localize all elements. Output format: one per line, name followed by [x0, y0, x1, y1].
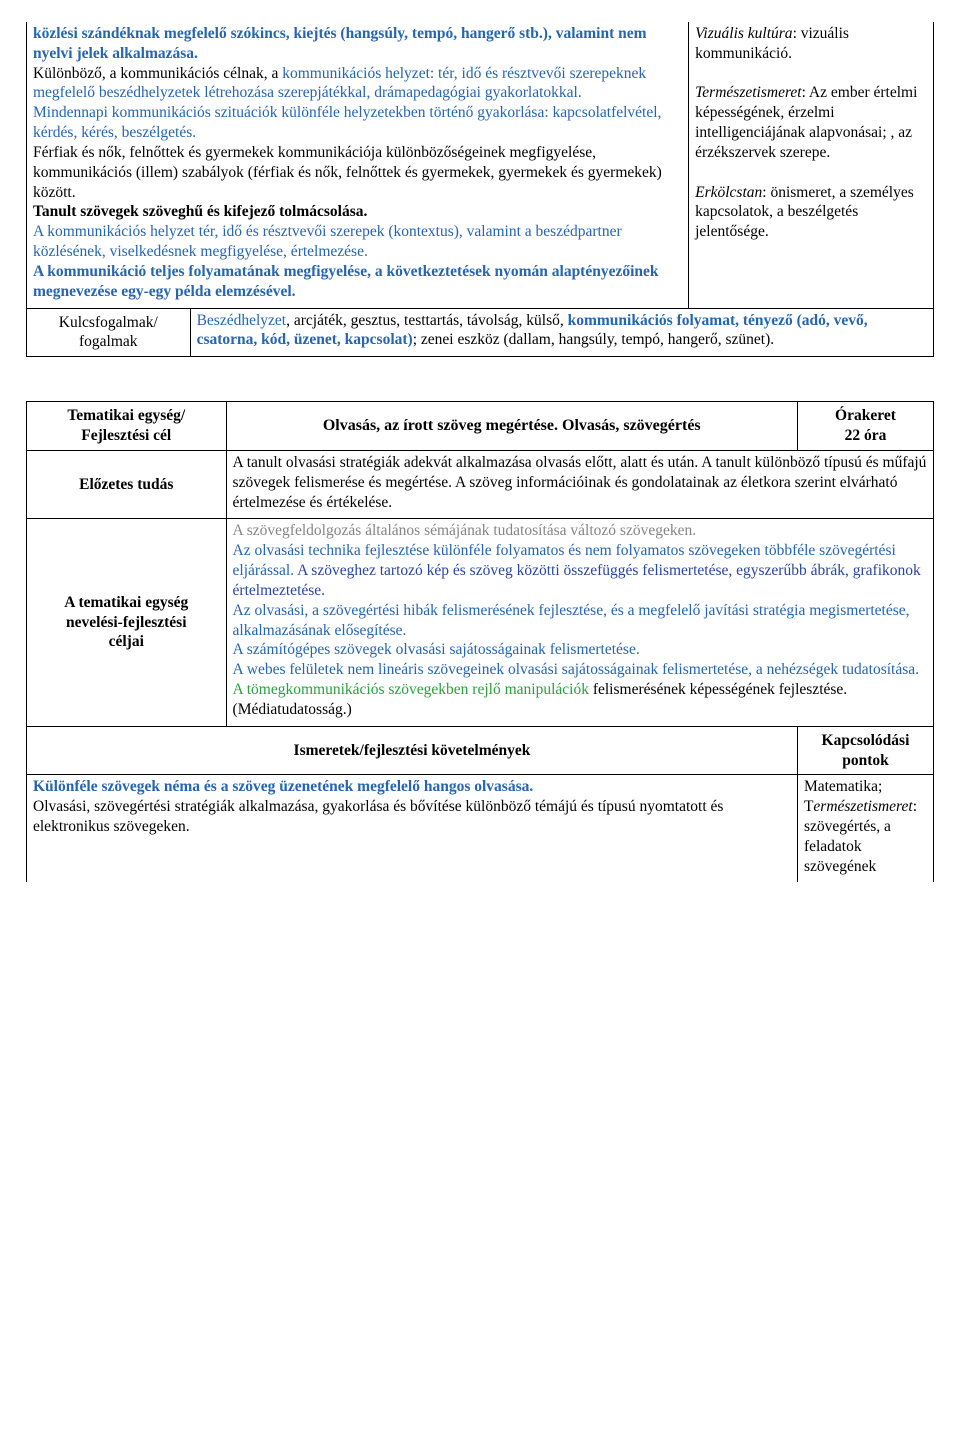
t1-left-p4: Tanult szövegek szöveghű és kifejező tol…: [33, 203, 367, 220]
t2-r2-c1: Előzetes tudás: [27, 450, 227, 518]
t2-r3-c1b: nevelési-fejlesztési: [66, 614, 187, 631]
t2-r5-l2: Olvasási, szövegértési stratégiák alkalm…: [33, 798, 723, 835]
t2-r1-c3b: 22 óra: [845, 427, 887, 444]
t1-left-p3: Férfiak és nők, felnőttek és gyermekek k…: [33, 144, 662, 201]
t1-kf-b: , arcjáték, gesztus, testtartás, távolsá…: [286, 312, 568, 329]
t2-r1-c3: Órakeret 22 óra: [797, 402, 933, 451]
t2-r3-p2b: A szöveghez tartozó kép és szöveg között…: [233, 562, 921, 599]
t2-r3-c1c: céljai: [109, 633, 144, 650]
t1-r3a: Erkölcstan: [695, 184, 762, 201]
t2-r4-c1: Ismeretek/fejlesztési követelmények: [27, 726, 798, 775]
t2-r5-right: Matematika; Természetismeret: szövegérté…: [797, 775, 933, 883]
t2-r3-p5: A webes felületek nem lineáris szövegein…: [233, 661, 920, 678]
t1-left-p2: Mindennapi kommunikációs szituációk külö…: [33, 104, 661, 141]
t1-kf-row: Kulcsfogalmak/ fogalmak Beszédhelyzet, a…: [27, 308, 934, 357]
t1-left-p1a: közlési szándéknak megfelelő szókincs, k…: [33, 25, 647, 62]
t2-r5-r2a: T: [804, 798, 813, 815]
t2-r3-p6a: A tömegkommunikációs szövegekben rejlő m…: [233, 681, 589, 698]
t1-r1a: Vizuális kultúra: [695, 25, 792, 42]
t2-r3-body: A szövegfeldolgozás általános sémájának …: [226, 519, 933, 726]
t2-r5-r2b: ermészetismeret: [813, 798, 912, 815]
t1-left-p5: A kommunikációs helyzet tér, idő és rész…: [33, 223, 622, 260]
t2-r1-c3a: Órakeret: [835, 407, 896, 424]
t1-kf-label: Kulcsfogalmak/ fogalmak: [27, 309, 190, 357]
t1-kf-label-1: Kulcsfogalmak/: [59, 314, 158, 331]
t2-r3-c1a: A tematikai egység: [64, 594, 188, 611]
t1-kf-label-2: fogalmak: [79, 333, 138, 350]
t2-r4-c2: Kapcsolódási pontok: [797, 726, 933, 775]
t2-r5-left: Különféle szövegek néma és a szöveg üzen…: [27, 775, 798, 883]
t2-r3-p4: A számítógépes szövegek olvasási sajátos…: [233, 641, 640, 658]
t2-r5-r1: Matematika;: [804, 778, 882, 795]
t2-r3-p3: Az olvasási, a szövegértési hibák felism…: [233, 602, 910, 639]
t1-left-cell: közlési szándéknak megfelelő szókincs, k…: [27, 22, 689, 308]
t1-right-cell: Vizuális kultúra: vizuális kommunikáció.…: [689, 22, 934, 308]
t2-r5-l1: Különféle szövegek néma és a szöveg üzen…: [33, 778, 533, 795]
t2-r1-c2: Olvasás, az írott szöveg megértése. Olva…: [226, 402, 797, 451]
t2-r1-c1b: Fejlesztési cél: [81, 427, 171, 444]
t1-left-p1b-a: Különböző, a kommunikációs célnak, a: [33, 65, 282, 82]
table-1: közlési szándéknak megfelelő szókincs, k…: [26, 22, 934, 357]
table-2: Tematikai egység/ Fejlesztési cél Olvasá…: [26, 401, 934, 882]
t2-r1-c1: Tematikai egység/ Fejlesztési cél: [27, 402, 227, 451]
spacer: [26, 381, 934, 401]
t1-kf-body: Beszédhelyzet, arcjáték, gesztus, testta…: [190, 309, 933, 357]
t1-left-p6: A kommunikáció teljes folyamatának megfi…: [33, 263, 659, 300]
t2-r1-c1a: Tematikai egység/: [67, 407, 185, 424]
t1-kf-d: ; zenei eszköz (dallam, hangsúly, tempó,…: [413, 331, 774, 348]
t2-r3-c1: A tematikai egység nevelési-fejlesztési …: [27, 519, 227, 726]
t2-r2-c2: A tanult olvasási stratégiák adekvát alk…: [226, 450, 933, 518]
t1-r2a: Természetismeret: [695, 84, 802, 101]
t1-kf-a: Beszédhelyzet: [197, 312, 287, 329]
t2-r3-p1: A szövegfeldolgozás általános sémájának …: [233, 522, 697, 539]
